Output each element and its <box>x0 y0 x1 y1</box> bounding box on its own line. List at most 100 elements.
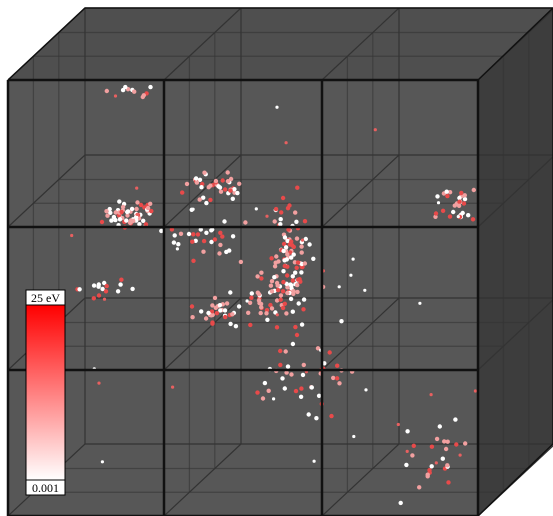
particle <box>445 193 450 199</box>
particle <box>255 390 260 395</box>
particle <box>103 289 109 294</box>
particle <box>217 185 223 190</box>
particle <box>285 238 290 244</box>
particle <box>307 242 312 247</box>
particle <box>281 241 287 247</box>
particle <box>337 381 342 386</box>
particle <box>209 309 215 314</box>
particle <box>175 247 179 251</box>
particle <box>269 306 275 311</box>
particle <box>280 376 285 381</box>
particle <box>301 362 306 368</box>
particle <box>299 322 305 327</box>
particle <box>272 275 277 280</box>
particle <box>130 286 135 292</box>
particle <box>274 325 280 330</box>
particle <box>295 282 300 288</box>
particle <box>457 199 462 205</box>
particle <box>312 459 316 463</box>
particle <box>191 232 196 237</box>
particle <box>302 261 308 266</box>
particle <box>265 317 270 322</box>
particle <box>311 256 316 261</box>
particle <box>258 310 263 316</box>
particle <box>272 397 276 401</box>
particle <box>201 249 206 254</box>
particle <box>302 219 308 224</box>
particle <box>352 434 356 439</box>
particle <box>120 204 126 210</box>
particle <box>266 388 271 393</box>
particle <box>102 280 107 286</box>
particle <box>283 349 288 354</box>
particle <box>294 332 300 338</box>
particle <box>148 201 153 206</box>
particle <box>117 199 122 204</box>
particle <box>457 195 462 201</box>
particle <box>108 210 113 215</box>
particle <box>195 232 201 237</box>
particle <box>290 274 295 279</box>
particle <box>299 244 304 249</box>
particle <box>434 461 438 465</box>
particle <box>111 214 117 220</box>
particle <box>316 393 322 398</box>
particle <box>282 258 287 263</box>
particle <box>294 236 300 241</box>
particle <box>141 93 146 98</box>
particle <box>278 293 284 298</box>
particle <box>418 301 422 305</box>
particle <box>300 238 305 242</box>
particle <box>105 213 110 218</box>
particle <box>454 442 459 447</box>
particle <box>435 194 440 199</box>
particle <box>125 213 130 218</box>
particle <box>461 201 467 206</box>
particle <box>176 242 181 247</box>
particle <box>249 291 254 296</box>
particle <box>337 285 341 289</box>
particle <box>225 170 230 175</box>
particle <box>218 242 223 248</box>
particle <box>210 227 215 232</box>
particle <box>191 258 196 263</box>
particle <box>124 218 129 223</box>
particle <box>429 444 435 449</box>
depth-line <box>163 443 242 516</box>
particle <box>463 441 468 446</box>
particle <box>247 300 253 305</box>
particle <box>97 381 101 385</box>
cube-edge <box>477 8 553 516</box>
particle <box>224 301 230 306</box>
particle <box>203 316 209 321</box>
particle <box>279 210 284 215</box>
particle <box>462 196 468 202</box>
particle <box>228 188 233 193</box>
particle <box>117 217 123 222</box>
particle <box>102 297 107 301</box>
particle <box>447 190 453 195</box>
particle <box>436 201 441 205</box>
particle <box>222 187 228 192</box>
particle <box>303 236 308 242</box>
particle <box>119 209 124 215</box>
particle <box>190 239 195 244</box>
particle <box>171 240 177 245</box>
colorbar-max-box <box>25 289 66 306</box>
particle <box>373 128 377 132</box>
particle <box>299 386 304 391</box>
particle <box>238 259 244 265</box>
particle <box>119 277 124 282</box>
particle <box>107 206 112 212</box>
particle <box>227 248 232 253</box>
particle <box>255 290 260 295</box>
particle <box>217 251 222 256</box>
particle <box>398 500 403 506</box>
particle <box>396 422 400 427</box>
particle <box>281 279 286 285</box>
particle <box>405 429 410 434</box>
particle <box>228 176 234 182</box>
particle <box>222 308 228 313</box>
particle <box>225 179 231 184</box>
